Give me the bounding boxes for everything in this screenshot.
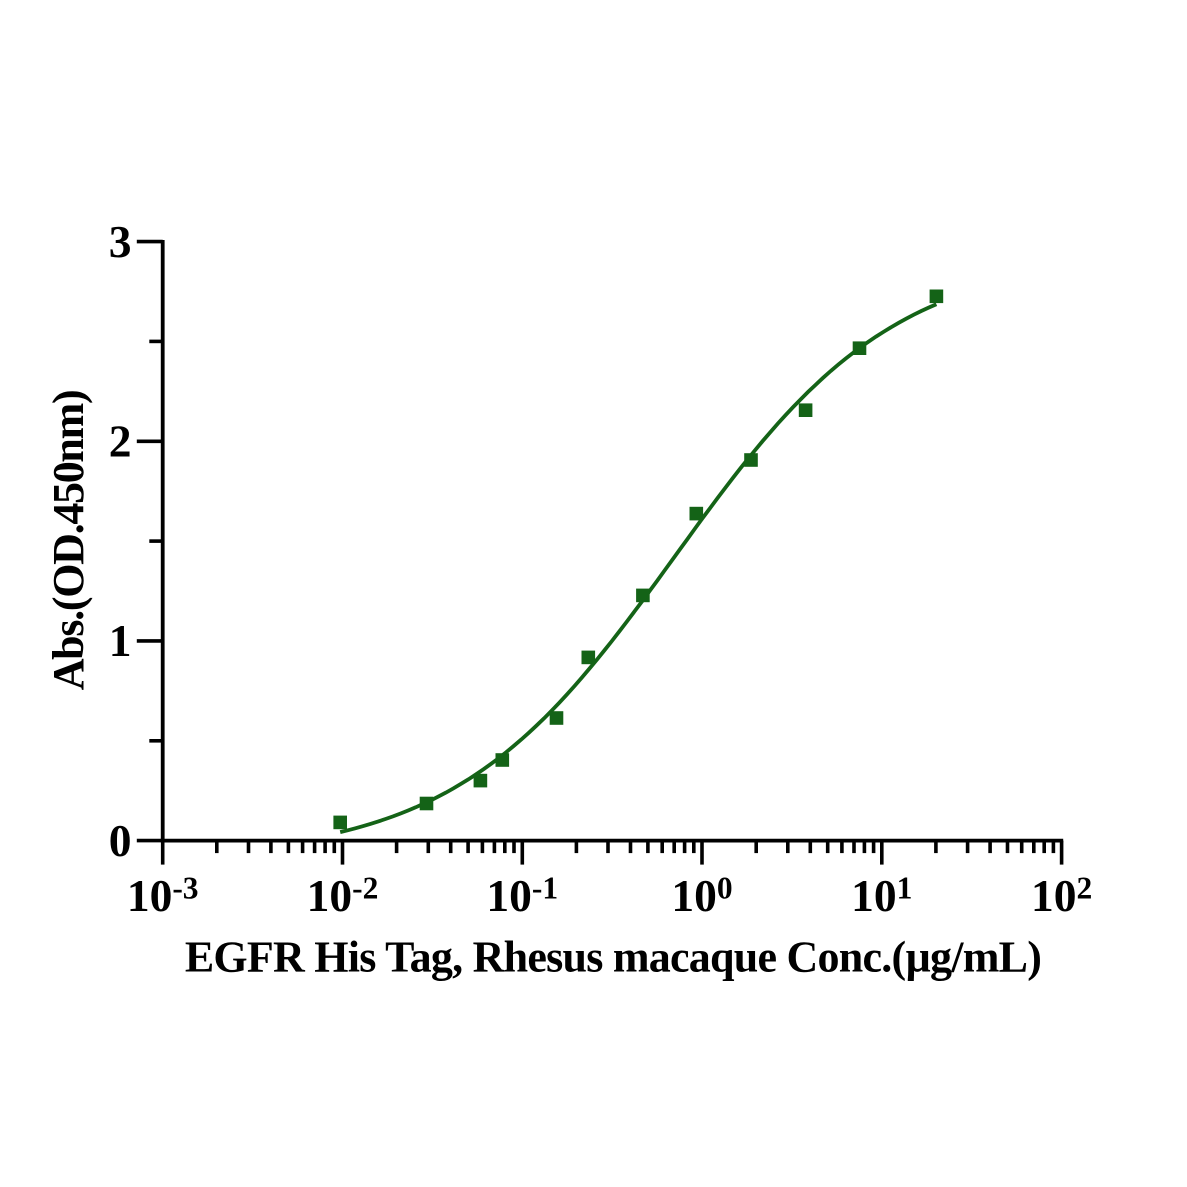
svg-text:Abs.(OD.450nm): Abs.(OD.450nm)	[44, 391, 93, 691]
svg-text:10-1: 10-1	[486, 870, 558, 921]
svg-text:100: 100	[671, 870, 732, 921]
svg-text:10-2: 10-2	[307, 870, 379, 921]
svg-text:3: 3	[109, 216, 132, 267]
svg-text:1: 1	[109, 615, 132, 666]
svg-text:102: 102	[1031, 870, 1092, 921]
svg-text:101: 101	[851, 870, 912, 921]
svg-text:10-3: 10-3	[127, 870, 199, 921]
svg-text:0: 0	[109, 815, 132, 866]
svg-text:EGFR His Tag, Rhesus macaque C: EGFR His Tag, Rhesus macaque Conc.(µg/mL…	[185, 933, 1041, 982]
svg-text:2: 2	[109, 416, 132, 467]
